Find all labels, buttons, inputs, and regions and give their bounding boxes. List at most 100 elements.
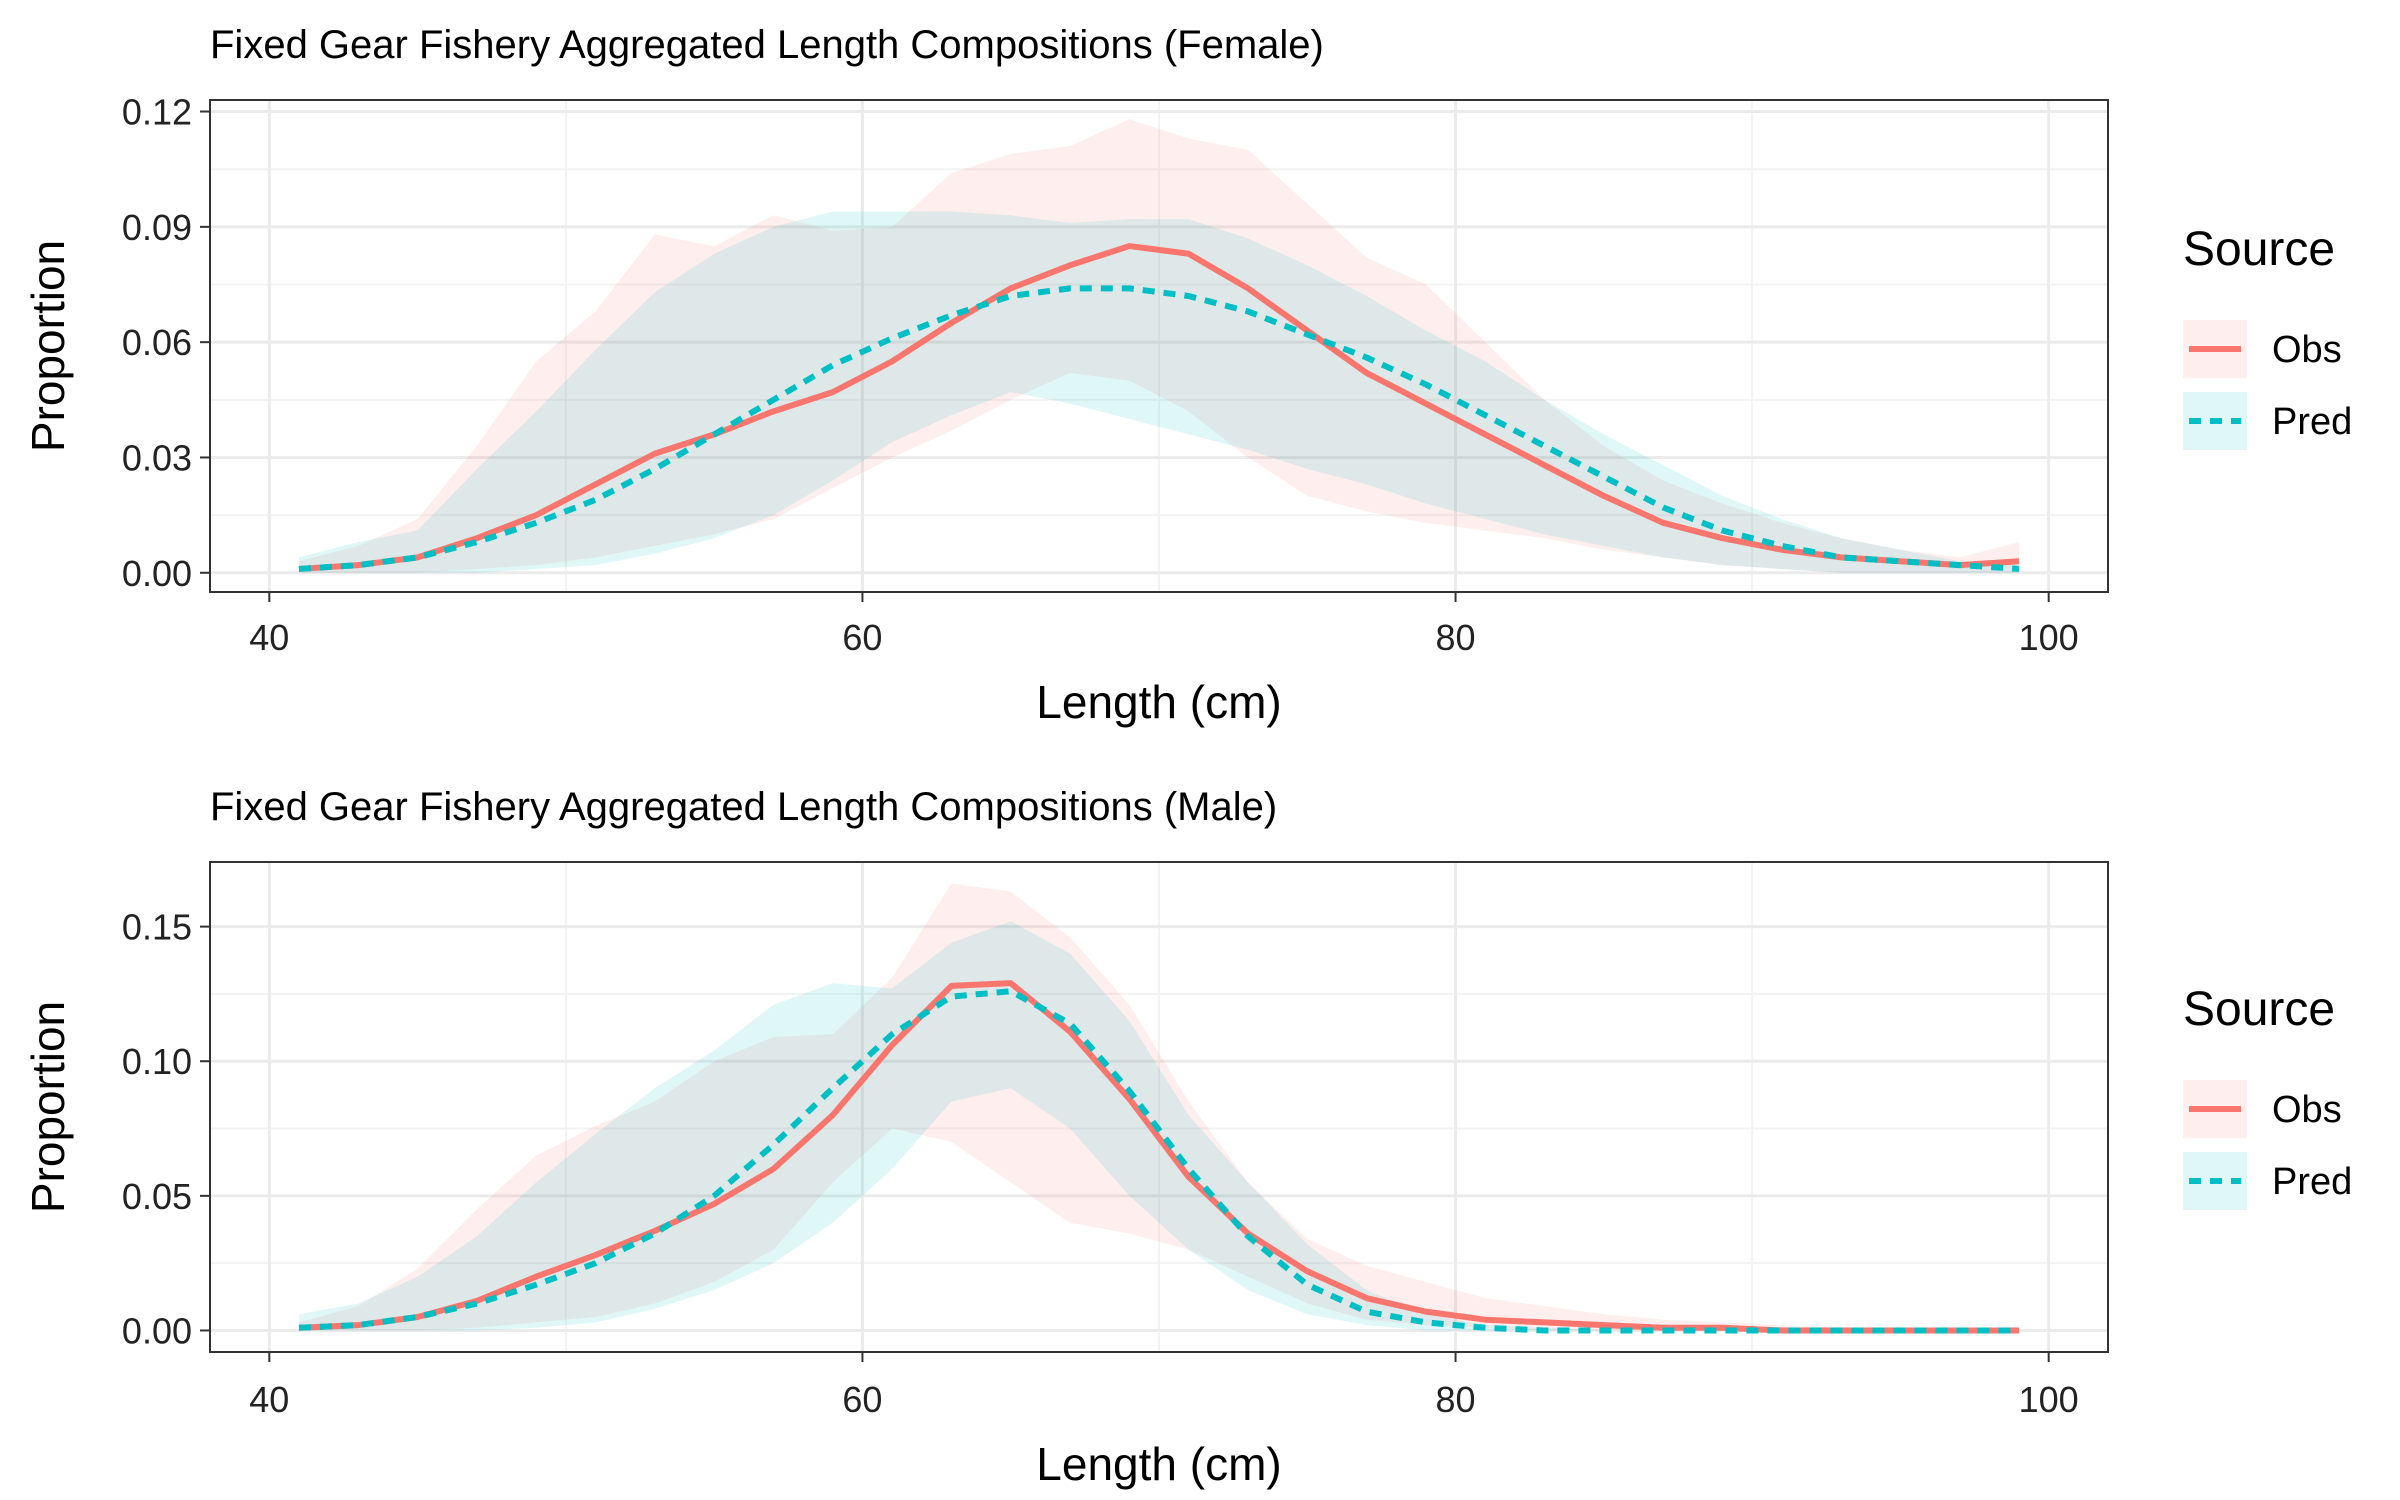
panel-male: 40 60 80 100 0.00 0.05 0.10 0.15 Fixed Gear Fish…	[22, 785, 2352, 1490]
data-point-obs	[1187, 1175, 1191, 1179]
data-point-pred	[594, 1261, 598, 1265]
x-tick-label: 80	[1436, 617, 1476, 658]
data-point-obs	[1424, 1310, 1428, 1314]
data-point-pred	[771, 1143, 775, 1147]
data-point-pred	[1424, 382, 1428, 386]
data-point-obs	[1602, 1323, 1606, 1327]
panel-female: 40 60 80 100 0.00 0.03 0.06 0.09 0.12 Fixed Gear …	[22, 23, 2352, 728]
data-point-pred	[1127, 286, 1131, 290]
data-point-obs	[949, 984, 953, 988]
x-tick-label: 40	[249, 617, 289, 658]
data-point-pred	[1720, 1328, 1724, 1332]
data-point-obs	[1543, 463, 1547, 467]
data-point-pred	[1365, 1310, 1369, 1314]
data-point-pred	[297, 567, 301, 571]
data-point-pred	[1661, 505, 1665, 509]
legend-label-obs: Obs	[2272, 1089, 2342, 1131]
data-point-obs	[831, 390, 835, 394]
data-point-pred	[1068, 286, 1072, 290]
data-point-pred	[594, 498, 598, 502]
data-point-obs	[1365, 371, 1369, 375]
data-point-obs	[1127, 244, 1131, 248]
data-point-pred	[475, 540, 479, 544]
data-point-obs	[1187, 252, 1191, 256]
y-axis-title: Proportion	[22, 240, 74, 452]
data-point-pred	[890, 336, 894, 340]
x-tick-label: 100	[2019, 1379, 2079, 1420]
legend: Source Obs Pred	[2183, 223, 2352, 450]
data-point-pred	[2017, 1328, 2021, 1332]
x-tick-label: 40	[249, 1379, 289, 1420]
series-line-pred	[298, 988, 2020, 1334]
data-point-obs	[1661, 521, 1665, 525]
y-tick-label: 0.05	[122, 1176, 192, 1217]
data-point-pred	[356, 1323, 360, 1327]
y-tick-label: 0.00	[122, 553, 192, 594]
data-point-pred	[2017, 567, 2021, 571]
chart-title: Fixed Gear Fishery Aggregated Length Com…	[210, 785, 1277, 829]
ribbon-obs	[298, 119, 2020, 573]
legend-title: Source	[2183, 983, 2335, 1036]
data-point-obs	[1602, 494, 1606, 498]
data-point-pred	[356, 563, 360, 567]
data-point-pred	[1009, 989, 1013, 993]
plot-area	[297, 119, 2021, 573]
data-point-obs	[1720, 536, 1724, 540]
data-point-obs	[1068, 263, 1072, 267]
data-point-pred	[949, 995, 953, 999]
x-tick-label: 60	[842, 1379, 882, 1420]
data-point-pred	[1780, 1328, 1784, 1332]
data-point-pred	[831, 363, 835, 367]
data-point-pred	[1543, 1328, 1547, 1332]
data-point-pred	[1246, 309, 1250, 313]
x-tick-label: 60	[842, 617, 882, 658]
data-point-obs	[890, 1043, 894, 1047]
data-point-pred	[771, 398, 775, 402]
data-point-pred	[416, 1315, 420, 1319]
data-point-obs	[1483, 1318, 1487, 1322]
ribbon-obs	[298, 883, 2020, 1331]
data-point-pred	[1305, 332, 1309, 336]
y-tick-label: 0.09	[122, 207, 192, 248]
data-point-pred	[1898, 1328, 1902, 1332]
data-point-pred	[1602, 475, 1606, 479]
x-axis-title: Length (cm)	[1036, 676, 1281, 728]
data-point-obs	[1483, 432, 1487, 436]
panel-border	[209, 861, 2109, 1353]
data-point-pred	[653, 1232, 657, 1236]
data-point-pred	[1543, 444, 1547, 448]
data-point-pred	[949, 313, 953, 317]
data-point-pred	[712, 432, 716, 436]
data-point-pred	[1483, 1326, 1487, 1330]
data-point-pred	[475, 1302, 479, 1306]
data-point-obs	[1009, 286, 1013, 290]
data-point-obs	[534, 1275, 538, 1279]
data-point-pred	[831, 1086, 835, 1090]
data-point-obs	[1543, 1320, 1547, 1324]
data-point-pred	[1187, 294, 1191, 298]
data-point-pred	[416, 555, 420, 559]
y-axis-title: Proportion	[22, 1001, 74, 1213]
y-tick-label: 0.06	[122, 322, 192, 363]
data-point-pred	[534, 521, 538, 525]
data-point-pred	[1661, 1328, 1665, 1332]
data-point-obs	[653, 452, 657, 456]
data-point-pred	[1839, 1328, 1843, 1332]
data-point-pred	[1068, 1022, 1072, 1026]
data-point-pred	[1839, 555, 1843, 559]
ribbon-pred	[298, 211, 2020, 573]
data-point-pred	[1305, 1283, 1309, 1287]
data-point-pred	[1780, 544, 1784, 548]
data-point-obs	[1246, 286, 1250, 290]
y-tick-label: 0.10	[122, 1041, 192, 1082]
legend-label-obs: Obs	[2272, 329, 2342, 371]
data-point-obs	[1305, 1269, 1309, 1273]
data-point-obs	[771, 409, 775, 413]
data-point-pred	[1898, 559, 1902, 563]
y-tick-label: 0.15	[122, 907, 192, 948]
legend-title: Source	[2183, 223, 2335, 276]
data-point-obs	[1365, 1296, 1369, 1300]
data-point-obs	[712, 1202, 716, 1206]
